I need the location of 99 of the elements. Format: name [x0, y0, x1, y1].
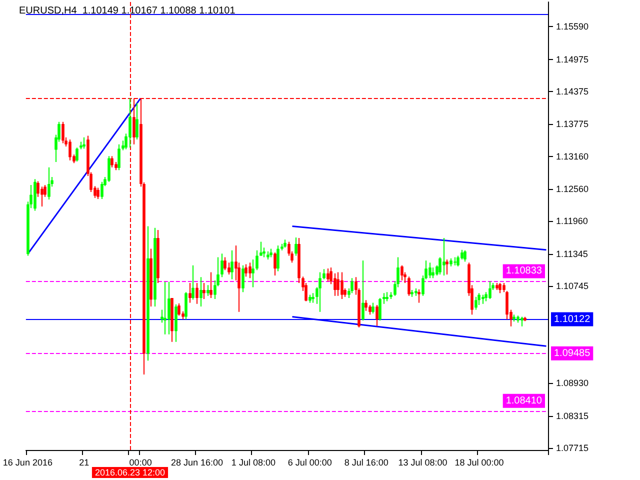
candlestick: [192, 264, 194, 300]
candlestick: [96, 187, 100, 200]
y-tick-label: 1.10745: [556, 280, 589, 291]
candlestick: [40, 186, 44, 207]
candlestick: [482, 294, 484, 304]
candlestick: [276, 245, 280, 272]
y-tick-label: 1.11960: [556, 216, 588, 226]
candlestick: [48, 166, 50, 200]
candlestick: [210, 272, 212, 298]
candlestick: [438, 256, 442, 275]
candlestick: [256, 250, 258, 271]
candlestick: [506, 290, 508, 320]
chart-title: EURUSD,H4 1.10149 1.10167 1.10088 1.10101: [19, 6, 236, 16]
y-tick-label: 1.15590: [556, 22, 589, 32]
x-tick-label: 18 Jul 00:00: [454, 458, 504, 468]
candlestick: [350, 278, 354, 294]
ref-line-label: 1.09485: [554, 348, 591, 359]
candlestick: [224, 256, 226, 271]
candlestick: [400, 264, 404, 281]
candlestick: [244, 264, 248, 278]
x-tick-label: 8 Jul 16:00: [344, 458, 388, 468]
candlestick: [312, 292, 314, 304]
candlestick: [474, 296, 478, 310]
candlestick: [196, 282, 198, 304]
candlestick: [108, 156, 110, 182]
candlestick: [62, 121, 64, 144]
x-tick-label: 28 Jun 16:00: [170, 458, 224, 468]
candlestick: [36, 180, 40, 198]
candlestick: [188, 282, 192, 304]
candlestick: [164, 281, 166, 335]
ref-line-label: 1.10122: [554, 314, 591, 325]
candlestick: [248, 262, 252, 279]
candlestick: [252, 258, 254, 288]
candlestick: [418, 288, 420, 304]
candlestick: [408, 276, 410, 296]
candlestick: [376, 304, 378, 326]
candlestick: [242, 264, 244, 293]
candlestick: [322, 268, 326, 280]
candlestick: [484, 292, 488, 302]
candlestick: [456, 255, 460, 267]
x-tick-label: 6 Jul 00:00: [288, 458, 332, 468]
candlestick: [110, 156, 114, 168]
candlestick: [520, 316, 524, 327]
candlestick: [386, 292, 388, 302]
candlestick: [362, 260, 364, 321]
candlestick: [502, 282, 506, 293]
candlestick: [184, 292, 188, 320]
y-tick-label: 1.13775: [556, 118, 589, 129]
candlestick: [334, 272, 336, 296]
candlestick: [230, 250, 234, 280]
y-tick-label: 1.07715: [556, 443, 589, 454]
candlestick: [442, 238, 446, 276]
candlestick: [318, 272, 322, 312]
candlestick: [202, 282, 206, 300]
candlestick: [432, 266, 434, 279]
candlestick: [206, 284, 210, 296]
candlestick: [200, 276, 202, 308]
candlestick: [428, 262, 432, 279]
candlestick: [274, 252, 276, 276]
candlestick: [364, 300, 368, 312]
candlestick: [82, 136, 86, 150]
ref-line-label: 1.10833: [506, 266, 542, 277]
x-tick-label: 21: [79, 458, 90, 468]
candlestick: [168, 281, 170, 335]
candlestick: [372, 302, 374, 314]
x-tick-label: 2016.06.23 12:00: [94, 468, 166, 478]
candlestick: [76, 147, 78, 162]
candlestick: [228, 262, 230, 275]
candlestick: [68, 139, 72, 161]
y-tick-label: 1.13160: [556, 152, 589, 162]
y-tick-label: 1.11345: [556, 248, 588, 259]
candlestick: [498, 282, 502, 294]
x-tick-label: 00:00: [129, 458, 152, 468]
candlestick: [378, 297, 382, 321]
y-tick-label: 1.08315: [556, 411, 589, 422]
candlestick: [464, 250, 466, 262]
candlestick: [136, 102, 138, 140]
candlestick: [220, 253, 224, 278]
candlestick: [118, 144, 120, 171]
candlestick: [326, 268, 330, 282]
ref-line-label: 1.08410: [506, 395, 542, 406]
candlestick: [336, 272, 340, 296]
y-tick-label: 1.14375: [556, 86, 589, 97]
candlestick: [178, 302, 180, 316]
candlestick: [340, 272, 344, 300]
x-tick-label: 1 Jul 08:00: [231, 458, 276, 468]
candlestick: [446, 258, 448, 275]
candlestick: [128, 98, 132, 148]
y-tick-label: 1.12560: [556, 184, 589, 194]
candlestick: [294, 237, 298, 256]
candlestick: [382, 292, 386, 304]
candlestick: [368, 304, 372, 316]
candlestick: [100, 181, 104, 200]
x-tick-label: 13 Jul 08:00: [398, 458, 448, 468]
candlestick: [488, 280, 492, 300]
y-tick-label: 1.14975: [556, 54, 589, 65]
x-tick-label: 16 Jun 2016: [2, 458, 52, 468]
candlestick: [260, 241, 262, 256]
y-tick-label: 1.08930: [556, 378, 589, 388]
